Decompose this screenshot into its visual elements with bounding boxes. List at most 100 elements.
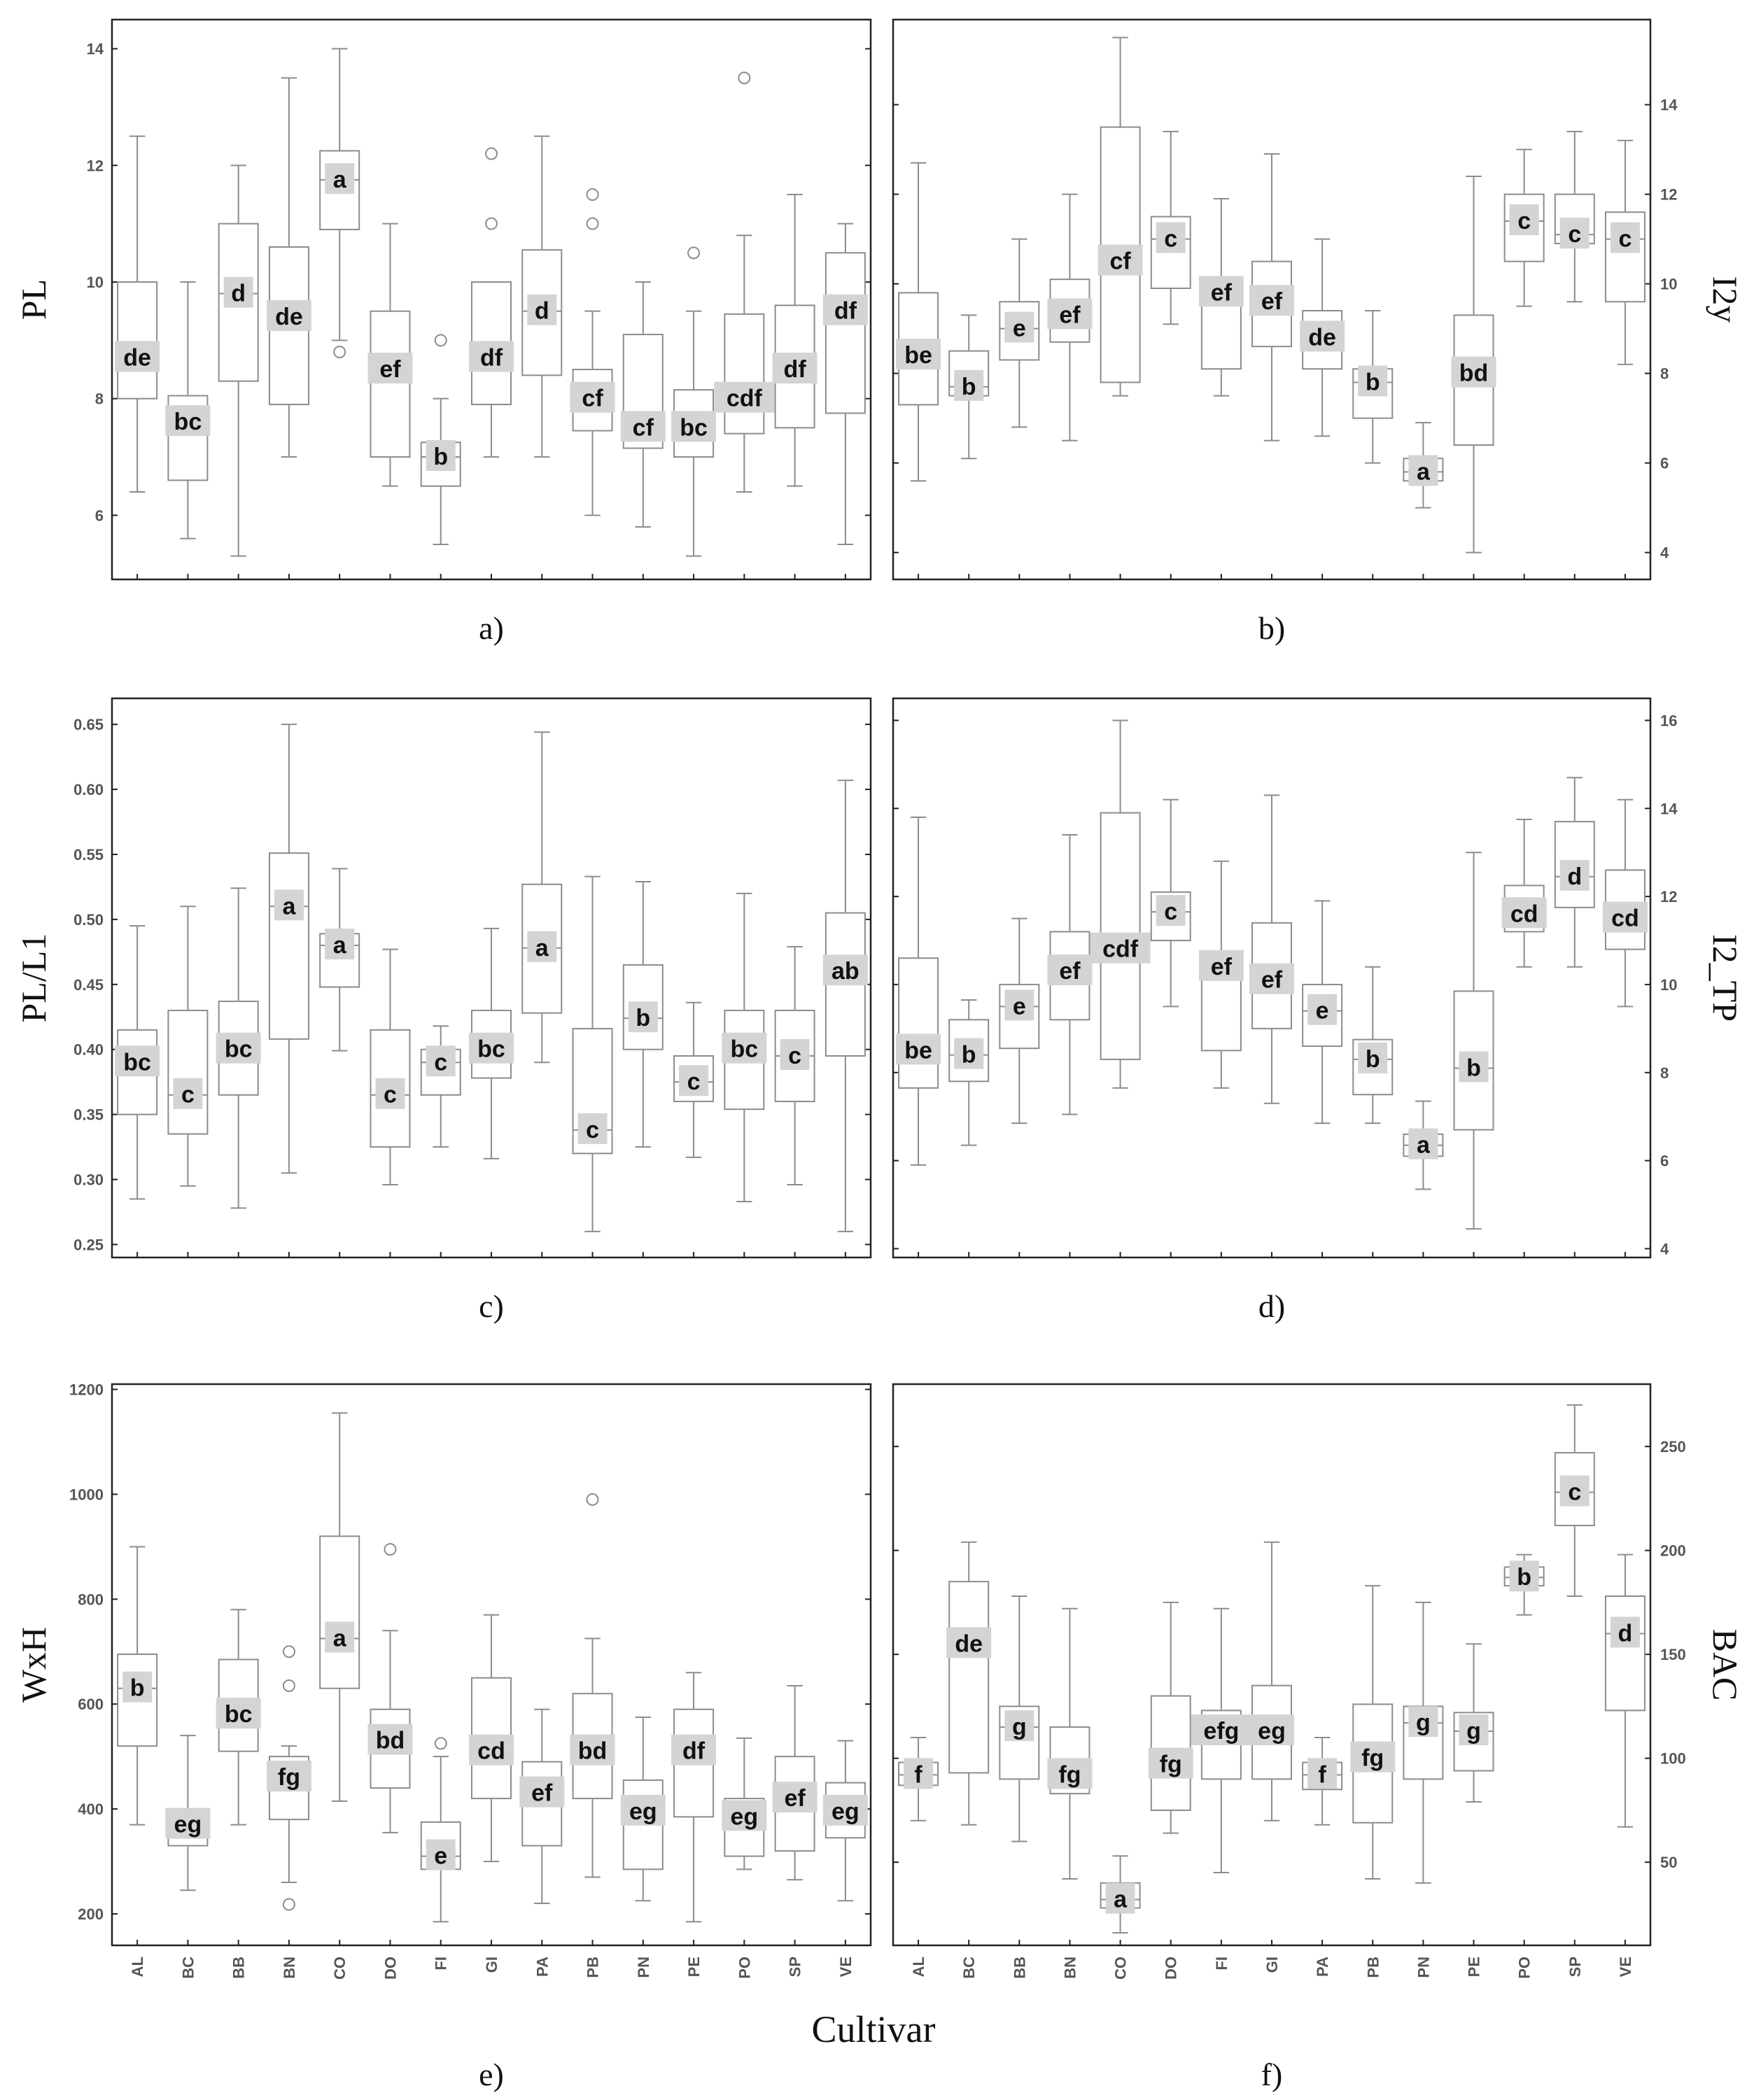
box-FI: efg bbox=[1191, 1607, 1251, 1874]
y-tick-label: 50 bbox=[1660, 1854, 1677, 1871]
y-axis-title: I2_TP bbox=[1706, 934, 1745, 1022]
letter-highlight bbox=[325, 929, 355, 960]
significance-letter: g bbox=[1416, 1710, 1431, 1736]
box-PA: ef bbox=[519, 1708, 565, 1905]
x-tick-label: PE bbox=[1466, 1957, 1483, 1977]
box-iqr bbox=[370, 310, 411, 458]
significance-letter: cd bbox=[477, 1738, 505, 1765]
panel-label: b) bbox=[1258, 610, 1285, 646]
letter-highlight bbox=[1004, 989, 1034, 1021]
box-PO: eg bbox=[722, 1737, 767, 1870]
letter-highlight bbox=[822, 294, 868, 325]
box-BC: b bbox=[948, 314, 990, 460]
significance-letter: cd bbox=[1611, 905, 1639, 932]
box-PA: f bbox=[1302, 1736, 1343, 1826]
outlier-point bbox=[384, 1543, 397, 1556]
box-AL: de bbox=[115, 135, 160, 493]
panel-label: e) bbox=[479, 2057, 504, 2092]
y-tick-label: 0.35 bbox=[73, 1106, 104, 1124]
y-tick-label: 14 bbox=[1660, 97, 1678, 114]
letter-highlight bbox=[1559, 1475, 1590, 1507]
letter-highlight bbox=[671, 1734, 717, 1766]
significance-letter: be bbox=[904, 1037, 932, 1064]
significance-letter: ef bbox=[784, 1785, 806, 1812]
letter-highlight bbox=[1459, 1051, 1489, 1083]
significance-letter: be bbox=[904, 342, 932, 369]
box-BB: g bbox=[999, 1595, 1040, 1842]
box-PB: b bbox=[1352, 966, 1394, 1125]
box-GI: df bbox=[469, 147, 514, 458]
box-CO: cdf bbox=[1090, 719, 1151, 1089]
y-tick-label: 10 bbox=[87, 274, 104, 291]
box-GI: bc bbox=[469, 927, 514, 1160]
letter-highlight bbox=[620, 411, 666, 442]
significance-letter: cf bbox=[1109, 248, 1131, 275]
significance-letter: f bbox=[914, 1761, 922, 1788]
significance-letter: de bbox=[1308, 324, 1336, 351]
significance-letter: a bbox=[333, 932, 347, 959]
significance-letter: ef bbox=[531, 1780, 553, 1807]
box-PN: eg bbox=[620, 1716, 666, 1902]
significance-letter: df bbox=[682, 1738, 706, 1765]
outlier-point bbox=[282, 1645, 295, 1658]
x-tick-label: PB bbox=[1364, 1957, 1382, 1978]
x-tick-label: BN bbox=[281, 1957, 298, 1979]
letter-highlight bbox=[946, 1627, 992, 1658]
letter-highlight bbox=[1097, 244, 1143, 276]
letter-highlight bbox=[1105, 1882, 1135, 1914]
box-SP: c bbox=[774, 945, 815, 1185]
letter-highlight bbox=[1358, 1042, 1388, 1073]
letter-highlight bbox=[570, 381, 615, 413]
significance-letter: bc bbox=[174, 409, 202, 435]
y-tick-label: 12 bbox=[87, 157, 104, 174]
box-PN: g bbox=[1403, 1601, 1444, 1884]
significance-letter: e bbox=[434, 1843, 447, 1870]
y-tick-label: 100 bbox=[1660, 1750, 1686, 1768]
significance-letter: eg bbox=[629, 1798, 657, 1825]
letter-highlight bbox=[1191, 1714, 1251, 1746]
significance-letter: b bbox=[1366, 369, 1380, 395]
significance-letter: b bbox=[1466, 1055, 1481, 1081]
box-PO: c bbox=[1503, 148, 1545, 307]
significance-letter: bd bbox=[376, 1728, 405, 1754]
box-PE: c bbox=[673, 1001, 715, 1158]
letter-highlight bbox=[527, 294, 557, 325]
box-PN: a bbox=[1403, 1100, 1444, 1190]
letter-highlight bbox=[1198, 276, 1244, 307]
significance-letter: eg bbox=[1258, 1718, 1286, 1745]
panel-c: 0.25 0.30 0.35 0.40 0.45 0.50 0.55 0.60 0.65 PL/L… bbox=[14, 697, 872, 1324]
box-AL: bc bbox=[115, 925, 160, 1200]
letter-highlight bbox=[1408, 1128, 1438, 1160]
letter-highlight bbox=[1047, 1758, 1093, 1789]
significance-letter: ef bbox=[1261, 967, 1283, 994]
box-iqr bbox=[898, 957, 939, 1089]
letter-highlight bbox=[1047, 954, 1093, 986]
significance-letter: d bbox=[535, 298, 549, 325]
letter-highlight bbox=[1408, 1706, 1438, 1738]
x-tick-label: PA bbox=[533, 1957, 551, 1977]
significance-letter: a bbox=[1114, 1887, 1128, 1913]
letter-highlight bbox=[173, 1078, 203, 1109]
y-tick-label: 12 bbox=[1660, 186, 1677, 204]
y-tick-label: 14 bbox=[1660, 800, 1678, 817]
letter-highlight bbox=[1004, 1710, 1034, 1742]
letter-highlight bbox=[954, 1038, 984, 1069]
significance-letter: c bbox=[181, 1082, 195, 1108]
letter-highlight bbox=[1148, 1747, 1193, 1779]
y-tick-label: 6 bbox=[1660, 455, 1669, 472]
letter-highlight bbox=[896, 339, 941, 369]
x-tick-label: DO bbox=[1163, 1957, 1180, 1980]
letter-highlight bbox=[1090, 932, 1151, 964]
box-PN: cf bbox=[620, 281, 666, 528]
box-PB: bd bbox=[570, 1493, 615, 1878]
significance-letter: fg bbox=[1160, 1752, 1182, 1778]
letter-highlight bbox=[216, 1032, 261, 1064]
box-VE: cd bbox=[1602, 798, 1648, 1008]
x-tick-label: VE bbox=[1617, 1957, 1634, 1977]
letter-highlight bbox=[714, 381, 775, 413]
box-PB: fg bbox=[1350, 1585, 1396, 1880]
significance-letter: a bbox=[535, 935, 549, 961]
significance-letter: c bbox=[1517, 208, 1531, 234]
y-tick-label: 10 bbox=[1660, 276, 1677, 293]
outlier-point bbox=[282, 1898, 295, 1911]
